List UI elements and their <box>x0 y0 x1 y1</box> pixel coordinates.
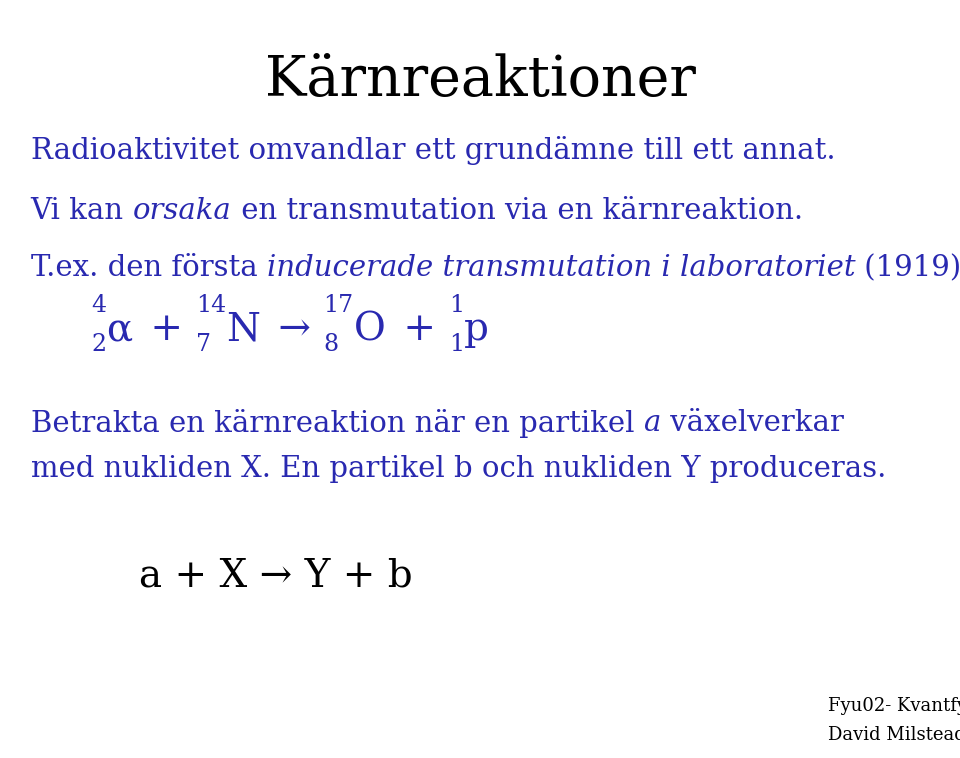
Text: +: + <box>392 312 448 348</box>
Text: +: + <box>138 312 196 348</box>
Text: a + X → Y + b: a + X → Y + b <box>139 557 413 594</box>
Text: N: N <box>226 312 260 348</box>
Text: 8: 8 <box>324 333 339 356</box>
Text: p: p <box>464 312 489 348</box>
Text: Radioaktivitet omvandlar ett grundämne till ett annat.: Radioaktivitet omvandlar ett grundämne t… <box>31 136 835 165</box>
Text: 1: 1 <box>448 294 464 317</box>
Text: 7: 7 <box>196 333 211 356</box>
Text: orsaka: orsaka <box>133 197 231 225</box>
Text: FYSIKUM: FYSIKUM <box>896 716 934 725</box>
Text: Fyu02- Kvantfysik: Fyu02- Kvantfysik <box>828 697 960 716</box>
Text: växelverkar: växelverkar <box>660 409 844 437</box>
Text: T.ex. den första: T.ex. den första <box>31 254 267 282</box>
Text: →: → <box>266 312 324 348</box>
Text: en transmutation via en kärnreaktion.: en transmutation via en kärnreaktion. <box>231 197 803 225</box>
Text: 4: 4 <box>91 294 107 317</box>
Text: O: O <box>353 312 385 348</box>
Text: ⊕: ⊕ <box>908 684 922 698</box>
Text: med nukliden X. En partikel b och nukliden Y produceras.: med nukliden X. En partikel b och nuklid… <box>31 455 886 483</box>
Text: David Milstead: David Milstead <box>828 726 960 744</box>
Text: 2: 2 <box>91 333 107 356</box>
Text: α: α <box>107 312 132 348</box>
Text: 17: 17 <box>324 294 353 317</box>
Text: inducerade transmutation i laboratoriet: inducerade transmutation i laboratoriet <box>267 254 855 282</box>
Text: 1: 1 <box>448 333 464 356</box>
Text: (1919): (1919) <box>855 254 960 282</box>
Text: Vi kan: Vi kan <box>31 197 133 225</box>
Text: a: a <box>643 409 660 437</box>
Text: Kärnreaktioner: Kärnreaktioner <box>265 53 695 108</box>
Text: Betrakta en kärnreaktion när en partikel: Betrakta en kärnreaktion när en partikel <box>31 409 643 438</box>
Text: 14: 14 <box>196 294 226 317</box>
